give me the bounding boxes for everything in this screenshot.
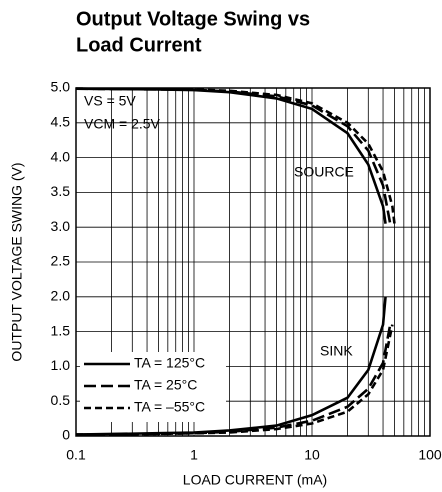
plot-frame	[75, 87, 431, 437]
curve	[75, 87, 396, 224]
y-tick-label: 0.5	[51, 392, 71, 408]
x-tick-label: 1	[190, 447, 198, 463]
y-tick-label: 2.5	[51, 253, 71, 269]
curve	[75, 324, 394, 436]
annotation: SOURCE	[294, 164, 354, 180]
y-tick-label: 1.0	[51, 357, 71, 373]
legend-label: TA = 25°C	[134, 377, 197, 393]
annotation: VS = 5V	[84, 93, 136, 109]
y-tick-label: 4.0	[51, 148, 71, 164]
legend-label: TA = –55°C	[134, 399, 205, 415]
y-tick-label: 4.5	[51, 114, 71, 130]
y-axis-label: OUTPUT VOLTAGE SWING (V)	[9, 162, 25, 361]
x-tick-label: 100	[418, 447, 442, 463]
y-tick-label: 3.5	[51, 183, 71, 199]
curve	[75, 87, 392, 224]
annotation: SINK	[320, 343, 353, 359]
y-tick-label: 0	[62, 427, 70, 443]
chart-title: Output Voltage Swing vs	[76, 8, 310, 30]
curve	[75, 324, 392, 436]
x-axis-label: LOAD CURRENT (mA)	[183, 472, 327, 488]
annotation: VCM = 2.5V	[84, 116, 161, 132]
chart-title: Load Current	[76, 34, 202, 56]
y-tick-label: 3.0	[51, 218, 71, 234]
x-tick-label: 10	[304, 447, 320, 463]
y-tick-label: 5.0	[51, 79, 71, 95]
y-tick-label: 1.5	[51, 322, 71, 338]
legend-label: TA = 125°C	[134, 355, 205, 371]
y-tick-label: 2.0	[51, 288, 71, 304]
curve	[75, 87, 387, 224]
x-tick-label: 0.1	[66, 447, 86, 463]
